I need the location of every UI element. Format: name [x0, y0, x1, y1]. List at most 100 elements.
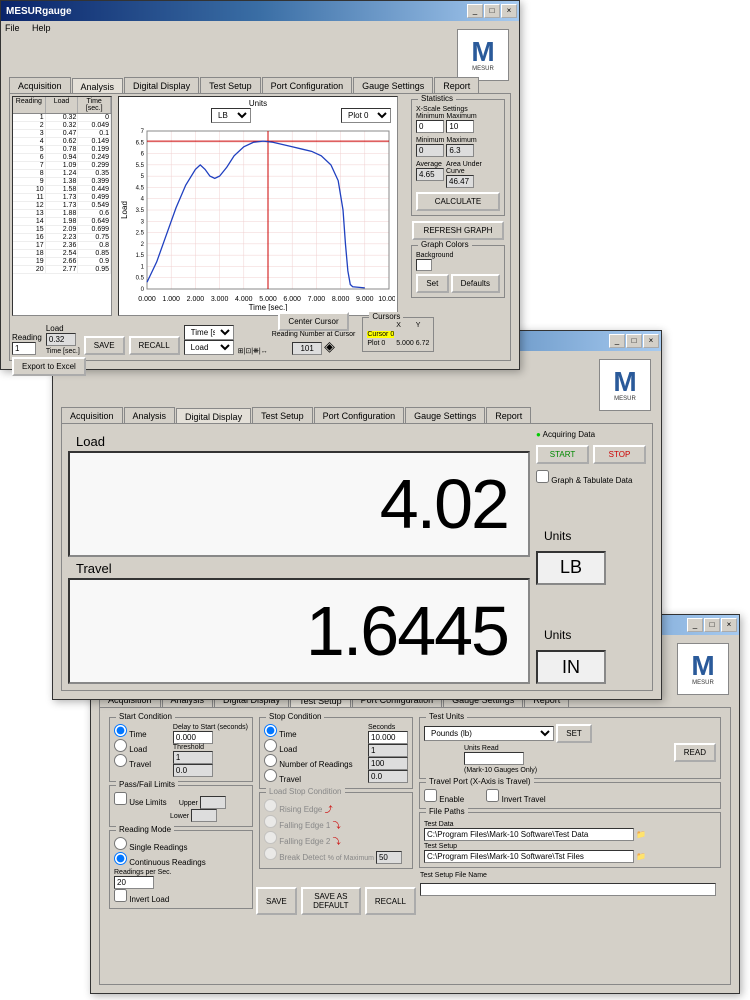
stop-condition-group: Stop Condition Time Load Number of Readi…: [259, 717, 413, 789]
start-travel-radio[interactable]: [114, 754, 127, 767]
svg-text:0.5: 0.5: [136, 276, 145, 282]
invert-load-checkbox[interactable]: [114, 889, 127, 902]
menu-help[interactable]: Help: [32, 23, 51, 33]
table-row[interactable]: 91.380.399: [13, 178, 111, 186]
start-button[interactable]: START: [536, 445, 589, 464]
reading-input[interactable]: [12, 342, 36, 355]
svg-text:Time [sec.]: Time [sec.]: [249, 303, 288, 311]
x-axis-select[interactable]: Time [sec.]: [184, 325, 234, 340]
minimize-icon[interactable]: _: [609, 334, 625, 348]
export-excel-button[interactable]: Export to Excel: [12, 357, 86, 376]
table-row[interactable]: 40.620.149: [13, 138, 111, 146]
table-row[interactable]: 60.940.249: [13, 154, 111, 162]
col-reading: Reading: [13, 97, 46, 113]
stop-load-radio[interactable]: [264, 739, 277, 752]
folder-icon[interactable]: 📁: [636, 830, 646, 839]
table-row[interactable]: 202.770.95: [13, 266, 111, 274]
test-setup-filename[interactable]: [420, 883, 716, 896]
stop-time-radio[interactable]: [264, 724, 277, 737]
minimize-icon[interactable]: _: [467, 4, 483, 18]
close-icon[interactable]: ×: [501, 4, 517, 18]
load-unit-display: LB: [536, 551, 606, 585]
maximize-icon[interactable]: □: [704, 618, 720, 632]
table-row[interactable]: 121.730.549: [13, 202, 111, 210]
col-load: Load: [46, 97, 79, 113]
svg-text:2: 2: [141, 242, 145, 248]
close-icon[interactable]: ×: [721, 618, 737, 632]
maximize-icon[interactable]: □: [626, 334, 642, 348]
units-select[interactable]: Pounds (lb): [424, 726, 554, 741]
table-row[interactable]: 172.360.8: [13, 242, 111, 250]
continuous-readings-radio[interactable]: [114, 852, 127, 865]
test-data-path[interactable]: [424, 828, 634, 841]
rps-input[interactable]: [114, 876, 154, 889]
single-readings-radio[interactable]: [114, 837, 127, 850]
save-button[interactable]: SAVE: [84, 336, 125, 355]
table-row[interactable]: 192.660.9: [13, 258, 111, 266]
load-display: 4.02: [68, 451, 530, 557]
svg-text:4.5: 4.5: [136, 185, 145, 191]
xmax-input[interactable]: [446, 120, 474, 133]
unit-select[interactable]: LB: [211, 108, 251, 123]
table-row[interactable]: 111.730.499: [13, 194, 111, 202]
recall-button[interactable]: RECALL: [129, 336, 180, 355]
enable-travel-checkbox[interactable]: [424, 789, 437, 802]
svg-text:5.000: 5.000: [259, 296, 277, 303]
maximize-icon[interactable]: □: [484, 4, 500, 18]
plot-select[interactable]: Plot 0: [341, 108, 391, 123]
folder-icon[interactable]: 📁: [636, 852, 646, 861]
table-row[interactable]: 50.780.199: [13, 146, 111, 154]
start-time-radio[interactable]: [114, 724, 127, 737]
read-units-button[interactable]: READ: [674, 743, 716, 762]
refresh-graph-button[interactable]: REFRESH GRAPH: [412, 221, 504, 240]
save-button[interactable]: SAVE: [256, 887, 297, 915]
use-limits-checkbox[interactable]: [114, 792, 127, 805]
table-row[interactable]: 182.540.85: [13, 250, 111, 258]
svg-text:2.5: 2.5: [136, 231, 145, 237]
load-stop-group: Load Stop Condition Rising Edge ⤴ Fallin…: [259, 792, 413, 869]
stop-num-radio[interactable]: [264, 754, 277, 767]
table-row[interactable]: 30.470.1: [13, 130, 111, 138]
statistics-panel: Statistics X-Scale Settings Minimum Maxi…: [408, 96, 508, 301]
table-row[interactable]: 162.230.75: [13, 234, 111, 242]
table-row[interactable]: 10.320: [13, 114, 111, 122]
test-setup-path[interactable]: [424, 850, 634, 863]
stop-button[interactable]: STOP: [593, 445, 646, 464]
set-units-button[interactable]: SET: [556, 724, 592, 743]
table-row[interactable]: 20.320.049: [13, 122, 111, 130]
graph-tabulate-checkbox[interactable]: [536, 470, 549, 483]
bg-color-swatch[interactable]: [416, 259, 432, 271]
table-row[interactable]: 141.980.649: [13, 218, 111, 226]
table-row[interactable]: 101.580.449: [13, 186, 111, 194]
svg-text:7.000: 7.000: [308, 296, 326, 303]
svg-text:6.000: 6.000: [283, 296, 301, 303]
calculate-button[interactable]: CALCULATE: [416, 192, 500, 211]
menu-file[interactable]: File: [5, 23, 20, 33]
invert-travel-checkbox[interactable]: [486, 789, 499, 802]
center-cursor-button[interactable]: Center Cursor: [278, 312, 348, 331]
svg-text:5: 5: [141, 174, 145, 180]
stop-travel-radio[interactable]: [264, 769, 277, 782]
svg-text:3.5: 3.5: [136, 208, 145, 214]
delay-input[interactable]: [173, 731, 213, 744]
data-table[interactable]: Reading Load Time [sec.] 10.32020.320.04…: [12, 96, 112, 316]
save-default-button[interactable]: SAVE AS DEFAULT: [301, 887, 361, 915]
close-icon[interactable]: ×: [643, 334, 659, 348]
titlebar[interactable]: MESURgauge _ □ ×: [1, 1, 519, 21]
recall-button[interactable]: RECALL: [365, 887, 416, 915]
start-condition-group: Start Condition Time Load Travel Delay t…: [109, 717, 253, 782]
defaults-button[interactable]: Defaults: [451, 274, 500, 293]
set-button[interactable]: Set: [416, 274, 449, 293]
table-row[interactable]: 152.090.699: [13, 226, 111, 234]
table-row[interactable]: 81.240.35: [13, 170, 111, 178]
xmin-input[interactable]: [416, 120, 444, 133]
minimize-icon[interactable]: _: [687, 618, 703, 632]
start-load-radio[interactable]: [114, 739, 127, 752]
stop-seconds-input[interactable]: [368, 731, 408, 744]
table-row[interactable]: 131.880.6: [13, 210, 111, 218]
load-time-chart[interactable]: Units LB Plot 0 0.0001.0002.0003.0004.00…: [118, 96, 398, 316]
y-axis-select[interactable]: Load: [184, 340, 234, 355]
table-row[interactable]: 71.090.299: [13, 162, 111, 170]
svg-text:5.5: 5.5: [136, 163, 145, 169]
svg-text:3.000: 3.000: [211, 296, 229, 303]
